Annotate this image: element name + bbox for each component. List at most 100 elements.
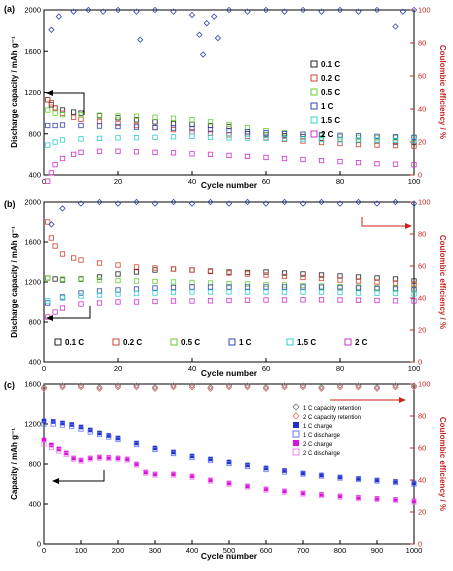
panel-c-point-1-c-discharge — [337, 475, 343, 481]
panel-b-point-0-1-c — [411, 278, 417, 284]
panel-a-point-1-5-c — [374, 137, 380, 143]
panel-b-point-0-2-c — [207, 268, 214, 275]
panel-b-point-1-5-c — [133, 290, 140, 297]
panel-a-point-ce — [55, 13, 62, 20]
panel-c-point-2-c-discharge — [337, 494, 343, 500]
panel-b-left-arrow — [50, 306, 91, 319]
panel-a-point-2-c — [189, 151, 195, 157]
panel-a-point-0-2-c — [45, 97, 51, 103]
panel-b-point-1-5-c — [45, 298, 51, 304]
panel-b-point-2-c — [52, 309, 58, 315]
panel-c-ytick-label: 800 — [28, 460, 41, 469]
panel-b-point-1-5-c — [78, 293, 84, 299]
panel-c-point-1-c-capacity-retention — [59, 382, 66, 389]
panel-a-point-2-c — [96, 148, 103, 154]
panel-a-point-1-c — [281, 131, 288, 137]
panel-a-point-1-c — [263, 130, 269, 136]
panel-a-point-2-c — [355, 160, 362, 166]
panel-b-point-0-2-c — [71, 255, 77, 261]
panel-c-axes: 0 100 200 300 400 500 600 700 800 900 100004008001… — [24, 380, 430, 556]
panel-a-point-0-1-c — [78, 110, 84, 116]
panel-a-point-0-2-c — [152, 124, 158, 131]
panel-c-point-1-c-capacity-retention — [373, 384, 381, 391]
panel-c-point-1-c-discharge — [96, 431, 103, 438]
panel-a-point-2-c — [45, 178, 51, 184]
panel-c-point-2-c-capacity-retention — [114, 384, 122, 391]
panel-a-point-1-c — [226, 128, 232, 134]
panel-c-point-2-c-discharge — [124, 457, 130, 463]
panel-a-frame — [43, 9, 415, 176]
panel-c-point-1-c-charge — [152, 445, 158, 451]
panel-c-point-2-c-capacity-retention — [336, 384, 344, 391]
panel-a-point-0-2-c — [133, 122, 140, 129]
panel-c-legend-label: 2 C charge — [303, 442, 333, 448]
panel-c: (c) 0 100 200 300 400 500 600 700 800 900 10000400… — [4, 380, 447, 562]
panel-a-axes: 0 20 40 60 80 100 400 800 1200 1600 2000 0 20 40 60 80 1… — [24, 6, 430, 187]
panel-b-point-1-5-c — [392, 290, 399, 297]
panel-b-point-0-5-c — [226, 280, 232, 287]
panel-b-point-0-5-c — [133, 278, 140, 284]
panel-a-point-ce — [244, 8, 251, 15]
panel-c-point-2-c-discharge — [41, 441, 47, 447]
panel-a-point-ce — [373, 6, 381, 14]
panel-c-point-1-c-charge — [282, 468, 287, 473]
panel-a-point-1-5-c — [189, 133, 195, 139]
panel-c-point-1-c-discharge — [226, 460, 232, 467]
panel-c-point-2-c-discharge — [318, 492, 325, 499]
panel-c-point-2-c-capacity-retention — [188, 384, 196, 391]
panel-a-point-0-1-c — [133, 117, 140, 123]
panel-a-point-2-c — [133, 149, 140, 155]
panel-a-point-ce — [281, 8, 288, 15]
panel-a-y2tick-label: 80 — [418, 39, 426, 48]
panel-a-point-0-5-c — [133, 113, 140, 119]
panel-b-point-0-2-c — [52, 243, 58, 249]
panel-a-xlabel: Cycle number — [201, 180, 258, 190]
panel-c-point-2-c-discharge — [374, 496, 380, 503]
panel-a-point-1-5-c — [96, 135, 103, 141]
panel-a-point-1-c — [96, 123, 103, 129]
panel-b-point-2-c — [374, 297, 380, 304]
panel-a-point-1-5-c — [337, 137, 343, 143]
panel-b-point-ce — [114, 200, 122, 207]
panel-c-point-2-c-capacity-retention — [262, 385, 270, 392]
panel-b-ytick-label: 1600 — [24, 238, 41, 247]
panel-b-point-1-5-c — [263, 289, 269, 295]
panel-b-point-1-5-c — [281, 289, 288, 295]
panel-a-point-0-5-c — [96, 112, 103, 118]
panel-b-point-1-c — [170, 284, 177, 291]
panel-c-point-1-c-discharge — [318, 473, 325, 479]
panel-b-point-2-c — [318, 297, 325, 303]
panel-a-point-ce — [114, 6, 122, 14]
panel-a-point-0-2-c — [71, 114, 77, 120]
panel-b-point-ce — [244, 198, 251, 206]
panel-b-point-1-c — [78, 290, 84, 296]
panel-a-point-1-5-c — [133, 135, 140, 141]
panel-c-point-1-c-discharge — [106, 434, 112, 440]
panel-c-point-1-c-capacity-retention — [96, 384, 103, 391]
panel-c-point-2-c-discharge — [355, 495, 362, 502]
panel-a-point-1-c — [207, 127, 214, 133]
panel-b-point-2-c — [189, 298, 195, 304]
panel-c-point-2-c-discharge — [71, 456, 77, 462]
panel-c-point-1-c-discharge — [355, 476, 362, 483]
panel-c-point-2-c-discharge — [207, 478, 214, 484]
panel-c-point-1-c-discharge — [244, 463, 251, 470]
panel-b-point-ce — [133, 198, 140, 206]
panel-b-point-0-1-c — [300, 271, 306, 277]
panel-a-xtick-label: 0 — [42, 177, 46, 186]
panel-c-point-2-c-discharge — [115, 456, 121, 462]
panel-a-point-2-c — [281, 155, 288, 162]
panel-c-point-2-c-capacity-retention — [281, 384, 288, 391]
panel-a-point-0-2-c — [374, 142, 380, 148]
panel-b-point-0-5-c — [189, 279, 195, 286]
panel-c-point-1-c-capacity-retention — [207, 384, 214, 391]
panel-a-y2label: Coulombic efficiency / % — [438, 45, 447, 139]
panel-a-point-0-1-c — [152, 119, 158, 125]
panel-a-point-0-1-c — [170, 120, 177, 127]
panel-b-point-1-c — [300, 284, 306, 290]
panel-a-point-ce — [170, 8, 177, 15]
panel-c-xlabel: Cycle number — [201, 551, 258, 561]
panel-c-point-1-c-discharge — [152, 446, 158, 453]
panel-b-point-2-c — [207, 298, 214, 304]
panel-c-point-2-c-discharge — [133, 462, 140, 468]
